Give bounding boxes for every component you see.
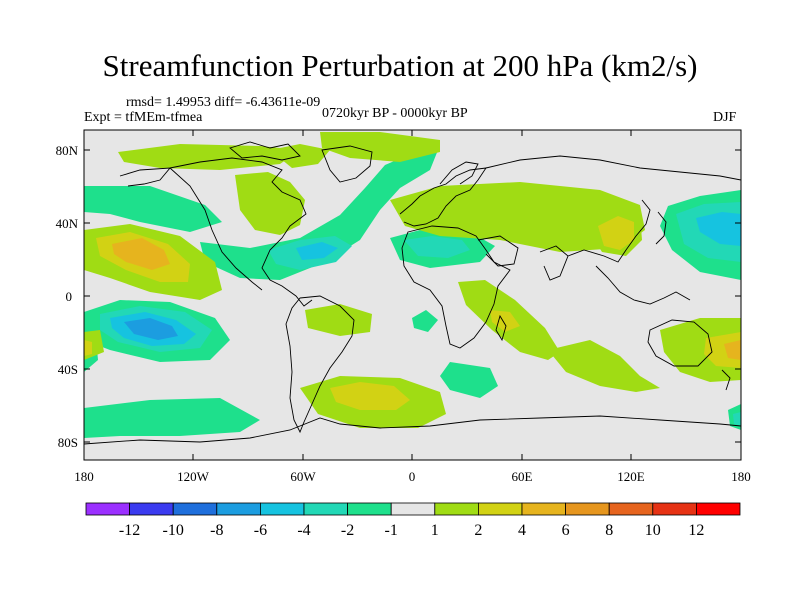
lat-label-0: 0 — [66, 289, 73, 304]
contour-neg4-east-asia — [696, 212, 741, 246]
contour-pos1-arctic — [118, 144, 300, 170]
colorbar-cell — [347, 502, 392, 516]
contour-neg2-far-east-s — [733, 412, 741, 426]
coast-se-asia — [595, 265, 691, 305]
colorbar-label: 12 — [688, 522, 704, 539]
contour-neg1-na-band — [200, 150, 438, 280]
colorbar-cell — [85, 502, 130, 516]
colorbar-label: -6 — [254, 522, 267, 539]
season-text: DJF — [713, 110, 737, 125]
colorbar-label: -2 — [341, 522, 354, 539]
contour-pos1-eurasia — [390, 182, 645, 252]
coast-south-america — [285, 295, 355, 434]
colorbar-cell — [303, 502, 348, 516]
lat-label-40s: 40S — [58, 362, 78, 377]
contour-pos2-australia — [704, 332, 741, 368]
contour-pos1-south-indian — [548, 340, 660, 392]
colorbar-label: 4 — [518, 522, 526, 539]
lat-label-80n: 80N — [56, 143, 79, 158]
coast-india — [539, 245, 569, 281]
coast-africa — [401, 225, 511, 349]
coast-asia — [485, 155, 741, 263]
colorbar-cell — [434, 502, 479, 516]
lat-label-40n: 40N — [56, 216, 79, 231]
coast-canadian-arctic — [229, 141, 301, 161]
contour-pos2-west-edge — [84, 340, 92, 356]
colorbar-label: 6 — [562, 522, 570, 539]
contour-fields — [84, 132, 741, 438]
colorbar-label: -1 — [385, 522, 398, 539]
coast-australia — [647, 319, 713, 367]
colorbar-cell — [652, 502, 697, 516]
coast-new-zealand — [721, 369, 731, 391]
contour-neg6-south-pacific — [124, 318, 178, 340]
period-text: 0720kyr BP - 0000kyr BP — [322, 106, 468, 121]
lon-label-120e: 120E — [617, 469, 645, 484]
experiment-text: Expt = tfMEm-tfmea — [84, 110, 203, 125]
contour-neg1-south-atlantic — [440, 362, 498, 398]
coast-na-west — [169, 167, 263, 291]
coast-europe — [399, 167, 487, 227]
contour-pos1-arctic-middle — [320, 132, 440, 162]
lon-label-180e: 180 — [731, 469, 751, 484]
colorbar-cell — [696, 502, 741, 516]
contour-pos1-tropical-atlantic — [305, 304, 372, 336]
contour-neg1-small-atlantic — [412, 310, 438, 332]
colorbar-cell — [521, 502, 566, 516]
colorbar-cell — [216, 502, 261, 516]
contour-neg2-atlantic — [404, 236, 470, 258]
lon-label-60w: 60W — [290, 469, 316, 484]
coast-greenland — [321, 145, 373, 183]
lon-label-180w: 180 — [74, 469, 94, 484]
contour-neg1-pacific-north — [84, 186, 222, 232]
colorbar-cell — [608, 502, 654, 516]
longitude-axis — [83, 130, 742, 460]
lon-label-60e: 60E — [512, 469, 533, 484]
contour-neg4-na — [296, 242, 338, 260]
contour-pos2-asia — [598, 216, 634, 250]
coastlines — [84, 141, 741, 445]
contour-pos4-npacific — [112, 238, 170, 270]
contour-pos2-africa — [490, 310, 520, 332]
figure-title: Streamfunction Perturbation at 200 hPa (… — [102, 48, 698, 83]
colorbar-cell — [390, 502, 436, 516]
colorbar-label: -8 — [210, 522, 223, 539]
colorbar-cell — [129, 502, 174, 516]
coast-arabia — [477, 235, 519, 267]
coast-scandinavia — [439, 161, 479, 185]
colorbar-label: -10 — [163, 522, 184, 539]
contour-pos4-australia — [724, 340, 741, 360]
latitude-axis — [84, 149, 741, 443]
coast-antarctica — [84, 415, 741, 445]
contour-neg1-south-band — [84, 398, 260, 438]
coast-alaska — [119, 167, 172, 187]
colorbar-label: -4 — [297, 522, 310, 539]
stats-text: rmsd= 1.49953 diff= -6.43611e-09 — [126, 95, 321, 110]
lon-label-0: 0 — [409, 469, 416, 484]
colorbar-cell — [172, 502, 218, 516]
colorbar-label: 8 — [605, 522, 613, 539]
contour-pos1-greenland-band — [235, 172, 305, 235]
coast-north-america — [169, 157, 313, 307]
lat-label-80s: 80S — [58, 435, 78, 450]
colorbar-cell — [259, 502, 305, 516]
contour-pos2-south-america-s — [330, 382, 410, 410]
colorbar-cell — [565, 502, 610, 516]
colorbar-label: 1 — [431, 522, 439, 539]
colorbar-cell — [477, 502, 523, 516]
colorbar-label: 10 — [645, 522, 661, 539]
colorbar-label: 2 — [474, 522, 482, 539]
colorbar: -12 -10 -8 -6 -4 -2 -1 1 2 4 6 8 10 12 — [85, 502, 741, 539]
coast-japan — [655, 211, 667, 245]
coast-madagascar — [495, 314, 507, 342]
colorbar-label: -12 — [119, 522, 140, 539]
lon-label-120w: 120W — [177, 469, 210, 484]
